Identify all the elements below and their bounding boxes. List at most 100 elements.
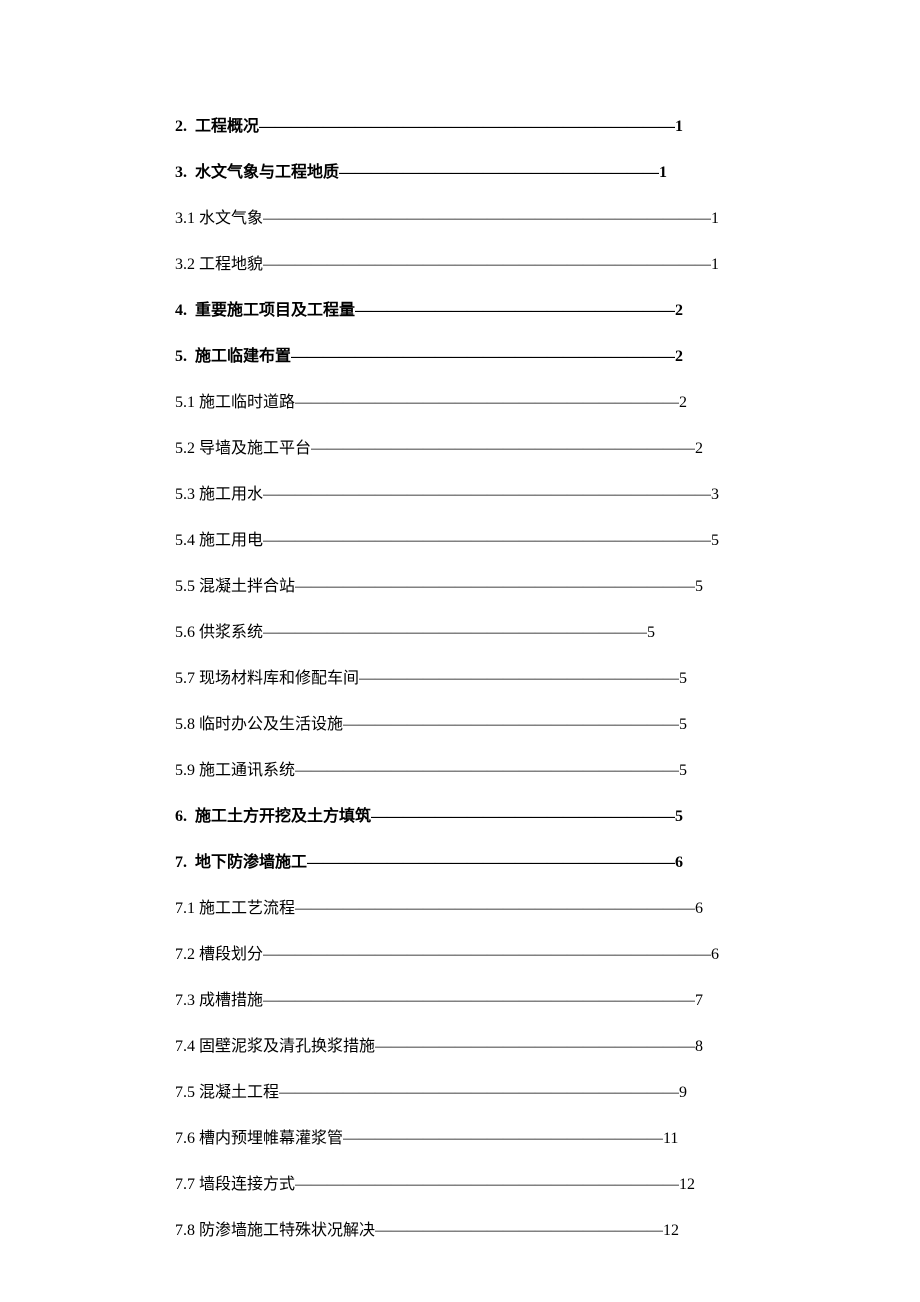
toc-number: 6. (175, 805, 187, 829)
toc-entry: 7. 地下防渗墙施工———————————————————————6 (175, 851, 760, 875)
toc-number: 5.4 (175, 529, 195, 553)
toc-title: 施工临时道路 (199, 391, 295, 415)
toc-page-number: 2 (675, 345, 683, 369)
toc-title: 槽内预埋帷幕灌浆管 (199, 1127, 343, 1151)
toc-title: 成槽措施 (199, 989, 263, 1013)
toc-leader: ———————————————————— (355, 299, 675, 323)
toc-entry: 6. 施工土方开挖及土方填筑———————————————————5 (175, 805, 760, 829)
toc-leader: ———————————————————————— (295, 391, 679, 415)
toc-number: 7.2 (175, 943, 195, 967)
toc-entry: 3.2 工程地貌————————————————————————————1 (175, 253, 760, 277)
toc-number: 3.2 (175, 253, 195, 277)
toc-title: 施工用电 (199, 529, 263, 553)
toc-page-number: 5 (679, 713, 687, 737)
toc-entry: 5.3 施工用水————————————————————————————3 (175, 483, 760, 507)
toc-entry: 5. 施工临建布置————————————————————————2 (175, 345, 760, 369)
toc-title: 工程概况 (195, 115, 259, 139)
toc-page-number: 6 (711, 943, 719, 967)
toc-number: 5. (175, 345, 187, 369)
toc-title: 地下防渗墙施工 (195, 851, 307, 875)
toc-page-number: 12 (679, 1173, 695, 1197)
toc-title: 槽段划分 (199, 943, 263, 967)
toc-title: 防渗墙施工特殊状况解决 (199, 1219, 375, 1243)
toc-spacer (187, 115, 195, 139)
toc-page-number: 12 (663, 1219, 679, 1243)
toc-number: 2. (175, 115, 187, 139)
toc-title: 现场材料库和修配车间 (199, 667, 359, 691)
toc-leader: ———————————————————— (343, 1127, 663, 1151)
toc-page-number: 5 (695, 575, 703, 599)
toc-number: 5.1 (175, 391, 195, 415)
toc-title: 水文气象 (199, 207, 263, 231)
toc-entry: 5.7 现场材料库和修配车间————————————————————5 (175, 667, 760, 691)
toc-title: 混凝土拌合站 (199, 575, 295, 599)
toc-entry: 7.2 槽段划分————————————————————————————6 (175, 943, 760, 967)
toc-page-number: 3 (711, 483, 719, 507)
toc-entry: 2. 工程概况——————————————————————————1 (175, 115, 760, 139)
toc-number: 3. (175, 161, 187, 185)
toc-page-number: 2 (695, 437, 703, 461)
toc-leader: —————————————————— (375, 1219, 663, 1243)
toc-entry: 5.8 临时办公及生活设施—————————————————————5 (175, 713, 760, 737)
toc-title: 施工用水 (199, 483, 263, 507)
toc-title: 导墙及施工平台 (199, 437, 311, 461)
toc-title: 供浆系统 (199, 621, 263, 645)
toc-number: 7. (175, 851, 187, 875)
toc-leader: ———————————————————————————— (263, 943, 711, 967)
toc-entry: 7.3 成槽措施———————————————————————————7 (175, 989, 760, 1013)
toc-title: 施工土方开挖及土方填筑 (195, 805, 371, 829)
toc-title: 墙段连接方式 (199, 1173, 295, 1197)
toc-entry: 7.5 混凝土工程—————————————————————————9 (175, 1081, 760, 1105)
toc-page-number: 1 (711, 207, 719, 231)
toc-leader: ————————————————————— (343, 713, 679, 737)
toc-number: 5.7 (175, 667, 195, 691)
toc-number: 7.8 (175, 1219, 195, 1243)
toc-title: 工程地貌 (199, 253, 263, 277)
toc-leader: ————————————————————————— (295, 575, 695, 599)
toc-spacer (187, 345, 195, 369)
toc-page-number: 6 (675, 851, 683, 875)
toc-page-number: 5 (647, 621, 655, 645)
toc-entry: 5.1 施工临时道路————————————————————————2 (175, 391, 760, 415)
toc-spacer (187, 299, 195, 323)
toc-page-number: 2 (675, 299, 683, 323)
toc-number: 7.7 (175, 1173, 195, 1197)
toc-page-number: 7 (695, 989, 703, 1013)
toc-container: 2. 工程概况——————————————————————————13. 水文气… (175, 115, 760, 1265)
toc-leader: ———————————————————————————— (263, 529, 711, 553)
toc-leader: ———————————————————— (359, 667, 679, 691)
toc-entry: 4. 重要施工项目及工程量————————————————————2 (175, 299, 760, 323)
toc-number: 7.5 (175, 1081, 195, 1105)
toc-entry: 5.4 施工用电————————————————————————————5 (175, 529, 760, 553)
toc-number: 5.6 (175, 621, 195, 645)
toc-entry: 7.8 防渗墙施工特殊状况解决——————————————————12 (175, 1219, 760, 1243)
toc-spacer (187, 805, 195, 829)
toc-leader: ————————————————————————— (279, 1081, 679, 1105)
toc-number: 7.3 (175, 989, 195, 1013)
toc-entry: 3.1 水文气象————————————————————————————1 (175, 207, 760, 231)
toc-title: 施工工艺流程 (199, 897, 295, 921)
toc-page-number: 9 (679, 1081, 687, 1105)
toc-page-number: 5 (711, 529, 719, 553)
toc-page-number: 1 (711, 253, 719, 277)
toc-leader: —————————————————————————— (259, 115, 675, 139)
toc-entry: 7.4 固壁泥浆及清孔换浆措施————————————————————8 (175, 1035, 760, 1059)
toc-page-number: 2 (679, 391, 687, 415)
toc-number: 4. (175, 299, 187, 323)
toc-entry: 5.6 供浆系统————————————————————————5 (175, 621, 760, 645)
toc-number: 5.2 (175, 437, 195, 461)
toc-title: 固壁泥浆及清孔换浆措施 (199, 1035, 375, 1059)
toc-number: 7.4 (175, 1035, 195, 1059)
toc-page-number: 1 (675, 115, 683, 139)
toc-title: 混凝土工程 (199, 1081, 279, 1105)
toc-spacer (187, 851, 195, 875)
toc-leader: ———————————————————————— (263, 621, 647, 645)
toc-entry: 7.6 槽内预埋帷幕灌浆管————————————————————11 (175, 1127, 760, 1151)
toc-leader: ———————————————————————— (295, 1173, 679, 1197)
toc-number: 5.8 (175, 713, 195, 737)
toc-page-number: 5 (679, 667, 687, 691)
toc-entry: 7.7 墙段连接方式————————————————————————12 (175, 1173, 760, 1197)
toc-title: 施工通讯系统 (199, 759, 295, 783)
toc-page-number: 8 (695, 1035, 703, 1059)
toc-leader: ———————————————————————————— (263, 253, 711, 277)
